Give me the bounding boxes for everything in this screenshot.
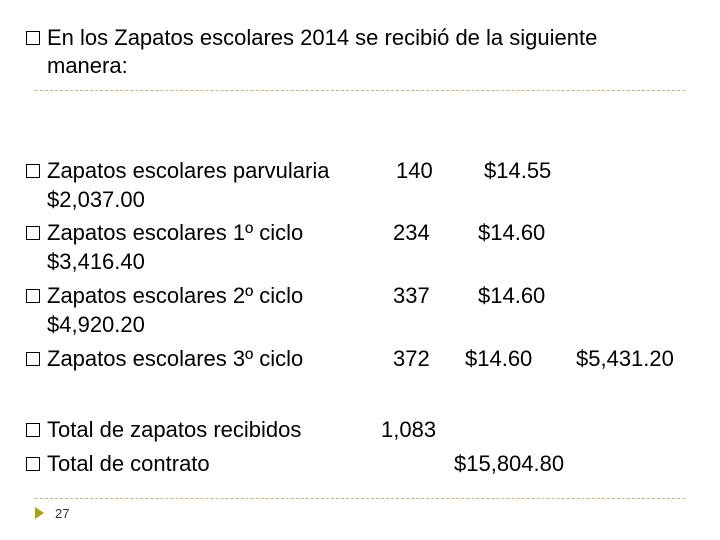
bullet-box-icon: [26, 226, 40, 240]
row-total: $4,920.20: [47, 312, 145, 337]
bullet-box-icon: [26, 164, 40, 178]
row-label: Zapatos escolares 2º ciclo: [47, 283, 304, 308]
page-number: 27: [55, 506, 70, 521]
row-label: Zapatos escolares 1º ciclo: [47, 220, 304, 245]
bullet-box-icon: [26, 31, 40, 45]
summary-contract-value: $15,804.80: [454, 451, 565, 476]
title-line-2: manera:: [47, 53, 128, 78]
row-quantity: 234: [393, 220, 430, 245]
summary-received-label: Total de zapatos recibidos: [47, 417, 302, 442]
row-total: $5,431.20: [576, 346, 674, 371]
row-label: Zapatos escolares 3º ciclo: [47, 346, 304, 371]
row-total: $3,416.40: [47, 249, 145, 274]
bottom-divider: [35, 498, 685, 499]
row-quantity: 140: [396, 158, 433, 183]
row-total: $2,037.00: [47, 187, 145, 212]
row-label: Zapatos escolares parvularia: [47, 158, 330, 183]
bullet-box-icon: [26, 457, 40, 471]
row-price: $14.60: [478, 220, 546, 245]
bullet-box-icon: [26, 352, 40, 366]
row-quantity: 372: [393, 346, 430, 371]
bullet-box-icon: [26, 289, 40, 303]
row-price: $14.60: [478, 283, 546, 308]
triangle-right-icon: [35, 507, 44, 519]
summary-received-value: 1,083: [381, 417, 437, 442]
top-divider: [35, 90, 685, 91]
title-line-1: En los Zapatos escolares 2014 se recibió…: [47, 25, 598, 50]
row-price: $14.55: [484, 158, 552, 183]
summary-contract-label: Total de contrato: [47, 451, 210, 476]
row-price: $14.60: [465, 346, 533, 371]
bullet-box-icon: [26, 423, 40, 437]
row-quantity: 337: [393, 283, 430, 308]
